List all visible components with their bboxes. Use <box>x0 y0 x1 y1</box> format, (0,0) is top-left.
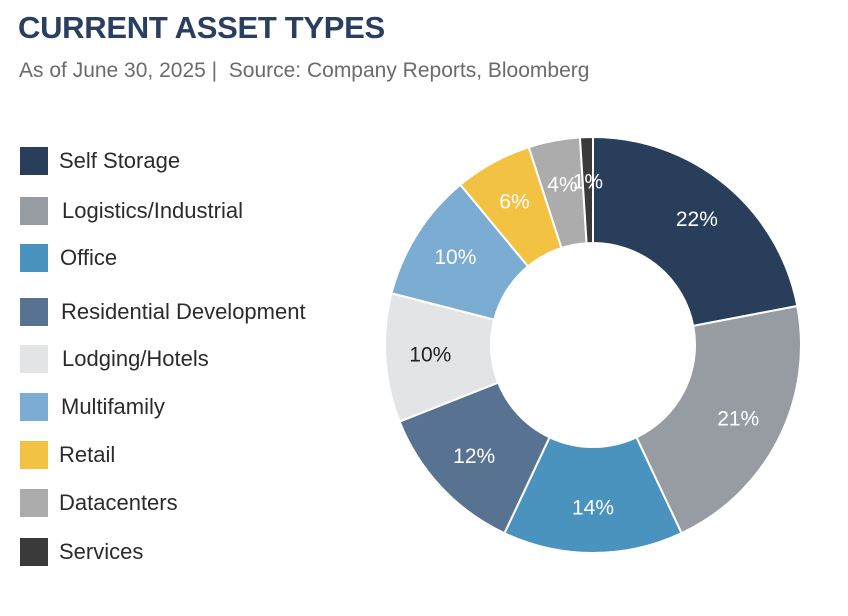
legend-label: Lodging/Hotels <box>62 346 209 371</box>
legend: Self Storage Logistics/Industrial Office Re… <box>20 0 360 616</box>
legend-item: Retail <box>20 440 115 470</box>
legend-item: Lodging/Hotels <box>20 344 209 374</box>
legend-item: Logistics/Industrial <box>20 196 243 226</box>
slice-label: 12% <box>453 445 495 468</box>
slice-label: 6% <box>499 191 529 214</box>
legend-swatch <box>20 244 48 272</box>
chart-subtitle: As of June 30, 2025 | Source: Company Re… <box>19 59 590 82</box>
chart-title: CURRENT ASSET TYPES <box>18 10 385 45</box>
slice-label: 1% <box>573 171 603 194</box>
donut-slice <box>503 435 683 554</box>
slice-label: 4% <box>547 173 577 196</box>
slice-label: 22% <box>676 208 718 231</box>
slice-label: 21% <box>717 408 759 431</box>
donut-slice <box>578 135 594 245</box>
legend-swatch <box>20 393 48 421</box>
slice-label: 14% <box>572 497 614 520</box>
donut-slice <box>635 304 802 535</box>
legend-label: Multifamily <box>61 394 165 419</box>
legend-swatch <box>20 345 48 373</box>
legend-swatch <box>20 298 48 326</box>
legend-swatch <box>20 441 48 469</box>
legend-item: Self Storage <box>20 146 180 176</box>
slice-label: 10% <box>409 344 451 367</box>
legend-item: Datacenters <box>20 488 178 518</box>
legend-swatch <box>20 489 48 517</box>
legend-label: Self Storage <box>59 148 181 173</box>
legend-item: Office <box>20 243 117 273</box>
legend-item: Residential Development <box>20 297 306 327</box>
legend-label: Office <box>60 245 118 270</box>
donut-slice <box>592 135 799 328</box>
legend-label: Retail <box>59 442 116 467</box>
legend-swatch <box>20 538 48 566</box>
legend-item: Services <box>20 537 143 567</box>
legend-label: Logistics/Industrial <box>62 198 243 223</box>
legend-label: Residential Development <box>61 299 306 324</box>
legend-swatch <box>20 147 48 175</box>
legend-item: Multifamily <box>20 392 165 422</box>
slice-label: 10% <box>434 246 476 269</box>
legend-label: Services <box>59 539 144 564</box>
legend-label: Datacenters <box>59 490 178 515</box>
legend-swatch <box>20 197 48 225</box>
